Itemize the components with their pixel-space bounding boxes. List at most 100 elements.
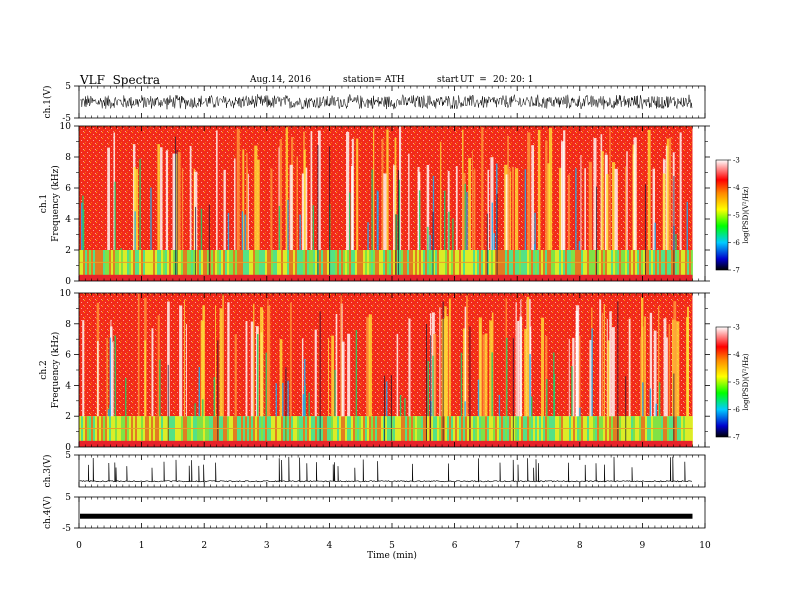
ch2-spectrogram-burst (301, 338, 304, 417)
ch2-spectrogram-burst (260, 307, 263, 417)
ch2-spectrogram-lowband-cell (393, 416, 395, 447)
ch2-spectrogram-lowband-cell (117, 416, 119, 447)
ch2-spectrogram-green-streak (308, 392, 310, 417)
ch1-spectrogram-green-streak (367, 222, 369, 250)
ch1-spectrogram-lowband-cell (487, 250, 489, 281)
ch1-spectrogram-lowband-cell (567, 250, 569, 281)
ch2-spectrogram-lowband-cell (213, 416, 215, 447)
ch2-spectrogram-lowband-cell (687, 416, 689, 447)
y-tick-label: 5 (65, 493, 71, 503)
ch1-spectrogram-burst (301, 173, 305, 250)
ch1-spectrogram-burst (177, 152, 181, 250)
ch1-spectrogram-lowband-cell (213, 250, 215, 281)
ch1-spectrogram-lowband-cell (249, 250, 251, 281)
ch1-spectrogram-lowband-cell (345, 250, 347, 281)
ch2-spectrogram-lowband-cell (613, 416, 615, 447)
ch1-spectrogram-lowband-cell (309, 250, 311, 281)
ch1-spectrogram-lowband-cell (289, 250, 291, 281)
ch1-spectrogram-lowband-cell (139, 250, 141, 281)
ch1-spectrogram-lowband-cell (125, 250, 127, 281)
ch2-spectrogram-burst (290, 302, 292, 417)
ch1-spectrogram-lowband-cell (141, 250, 143, 281)
ch2-spectrogram-lowband-cell (507, 416, 509, 447)
ch1-spectrogram-lowband-cell (111, 250, 113, 281)
chart-title: VLF Spectra (80, 73, 161, 87)
ch2-spectrogram-lowband-cell (543, 416, 545, 447)
ch1-spectrogram-lowband-cell (121, 250, 123, 281)
x-tick-label: 2 (201, 541, 207, 551)
ch1-spectrogram-lowband-cell (635, 250, 637, 281)
ch4-ylabel: ch.4(V) (42, 496, 53, 529)
ch1-spectrogram-lowband-cell (629, 250, 631, 281)
ch2-spectrogram-lowband-cell (357, 416, 359, 447)
ch2-spectrogram-lowband-cell (417, 416, 419, 447)
ch2-spectrogram-lowband-cell (173, 416, 175, 447)
ch1-spectrogram-lowband-cell (657, 250, 659, 281)
ch2-spectrogram-lowband-cell (89, 416, 91, 447)
ch2-spectrogram-lowband-cell (669, 416, 671, 447)
ch2-spectrogram-lowband-cell (297, 416, 299, 447)
ch1-spectrogram-burst (242, 149, 245, 250)
ch1-spectrogram-burst (408, 153, 410, 250)
ch2-spectrogram-lowband-cell (475, 416, 477, 447)
ch2-spectrogram-lowband-cell (435, 416, 437, 447)
ch1-spectrogram-lowband-cell (531, 250, 533, 281)
ch2-spectrogram-burst (599, 299, 602, 417)
ch2-spectrogram-lowband-cell (557, 416, 559, 447)
ch1-spectrogram-lowband-cell (313, 250, 315, 281)
ch1-spectrogram-burst (605, 152, 607, 250)
ch2-spectrogram-lowband-cell (163, 416, 165, 447)
ch2-spectrogram-burst (520, 299, 522, 417)
ch2-spectrogram-lowband-cell (171, 416, 173, 447)
ch1-spectrogram-lowband-cell (209, 250, 211, 281)
ch2-spectrogram-burst (448, 298, 451, 417)
ch1-spectrogram-lowband-cell (333, 250, 335, 281)
ch2-spectrogram-lowband-cell (113, 416, 115, 447)
ch2-spectrogram-lowband-cell (311, 416, 313, 447)
y-tick-label: 4 (65, 215, 71, 225)
ch1-spectrogram-lowband-cell (543, 250, 545, 281)
y-tick-label: 10 (60, 122, 72, 132)
ch1-spectrogram-lowband-cell (685, 250, 687, 281)
ch1-spectrogram-burst (606, 174, 609, 250)
ch1-spectrogram-green-streak (244, 214, 247, 250)
ch1-spectrogram-lowband-cell (343, 250, 345, 281)
ch1-spectrogram-green-streak (81, 202, 83, 250)
ch1-spectrogram-lowband-cell (215, 250, 217, 281)
ch2-spectrogram-dark-streak (673, 373, 675, 447)
ch1-spectrogram-lowband-cell (465, 250, 467, 281)
ch2-spectrogram-lowband-cell (277, 416, 279, 447)
ch1-spectrogram-lowband-cell (287, 250, 289, 281)
ch2-spectrogram-lowband-cell (85, 416, 87, 447)
ch1-spectrogram-lowband-cell (525, 250, 527, 281)
ch2-spectrogram-lowband-cell (655, 416, 657, 447)
ch2-spectrogram-burst (267, 305, 271, 417)
ch2-spectrogram-lowband-cell (627, 416, 629, 447)
ch2-spectrogram-lowband-cell (273, 416, 275, 447)
ch2-spectrogram-lowband-cell (493, 416, 495, 447)
ch2-spectrogram-lowband-cell (653, 416, 655, 447)
x-tick-label: 5 (389, 541, 395, 551)
ch1-spectrogram-green-streak (287, 199, 289, 250)
ch2-spectrogram-green-streak (334, 369, 336, 417)
ch2-spectrogram-burst (606, 319, 608, 417)
ch2-spectrogram-burst (478, 317, 482, 417)
ch2-spectrogram-lowband-cell (559, 416, 561, 447)
ch1-spectrogram-green-streak (200, 208, 203, 250)
ch2-spectrogram-lowband-cell (453, 416, 455, 447)
y-tick-label: 8 (65, 153, 71, 163)
ch2-spectrogram-lowband-cell (295, 416, 297, 447)
ch1-spectrogram-lowband-cell (271, 250, 273, 281)
ch1-spectrogram-green-streak (578, 241, 581, 250)
ch2-spectrogram-lowband-cell (497, 416, 499, 447)
ch1-spectrogram-colorbar-tick-label: -7 (733, 267, 740, 275)
ch1-spectrogram-lowband-cell (267, 250, 269, 281)
x-tick-label: 1 (139, 541, 145, 551)
ch1-spectrogram-lowband-cell (349, 250, 351, 281)
ch1-spectrogram-green-streak (534, 212, 536, 250)
ch1-spectrogram-lowband-cell (557, 250, 559, 281)
ch1-spectrogram-lowband-cell (637, 250, 639, 281)
ch1-spectrogram-green-streak (418, 190, 421, 250)
ch1-spectrogram-burst (234, 158, 236, 250)
ch1-spectrogram-colorbar-label: log(PSD)(V²/Hz) (742, 186, 750, 243)
